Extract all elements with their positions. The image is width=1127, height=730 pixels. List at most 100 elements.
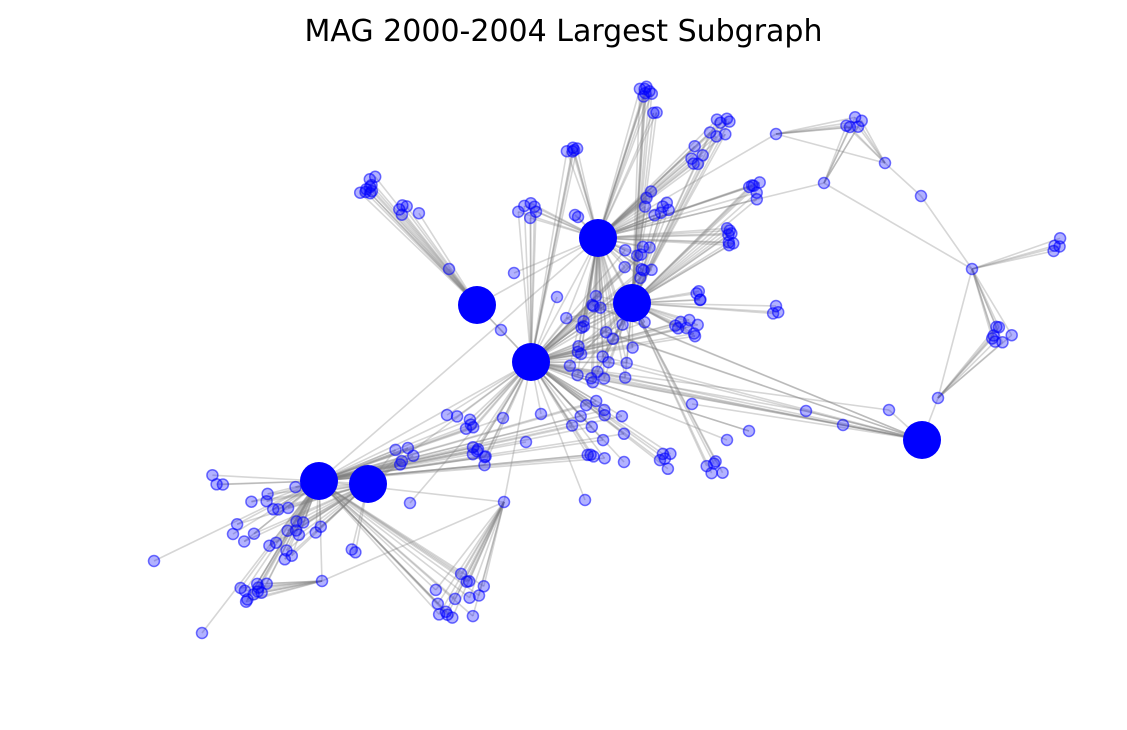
graph-edge bbox=[530, 361, 750, 432]
graph-node bbox=[720, 433, 734, 447]
graph-node bbox=[750, 193, 764, 206]
graph-node bbox=[848, 111, 862, 124]
graph-node bbox=[618, 371, 632, 384]
graph-node bbox=[563, 359, 577, 373]
graph-edge bbox=[603, 377, 923, 441]
graph-edge bbox=[398, 208, 478, 306]
graph-node bbox=[771, 305, 785, 319]
graph-edge bbox=[253, 580, 323, 596]
graph-edge bbox=[318, 480, 485, 587]
graph-edge bbox=[600, 306, 923, 441]
graph-edge bbox=[823, 126, 859, 184]
graph-edge bbox=[318, 446, 474, 482]
graph-edge bbox=[631, 232, 732, 304]
graph-node bbox=[448, 592, 462, 606]
graph-edge bbox=[530, 255, 638, 363]
graph-edge bbox=[597, 237, 729, 244]
graph-node bbox=[617, 427, 631, 441]
graph-edge bbox=[256, 480, 320, 585]
graph-edge bbox=[597, 234, 729, 239]
graph-node bbox=[477, 580, 491, 593]
graph-node bbox=[360, 182, 373, 196]
graph-edge bbox=[478, 501, 505, 596]
graph-edge bbox=[971, 237, 1061, 270]
graph-edge bbox=[937, 337, 993, 399]
graph-edge bbox=[971, 268, 995, 336]
graph-edge bbox=[775, 126, 850, 135]
graph-edge bbox=[631, 227, 728, 304]
graph-node bbox=[723, 115, 736, 128]
graph-node bbox=[606, 332, 620, 346]
graph-edge bbox=[529, 217, 532, 363]
graph-edge bbox=[631, 198, 758, 304]
graph-edge bbox=[597, 157, 693, 239]
graph-node bbox=[799, 404, 813, 418]
graph-node bbox=[577, 314, 590, 328]
graph-edge bbox=[631, 302, 708, 467]
graph-edge bbox=[805, 410, 923, 441]
graph-edge bbox=[369, 192, 478, 306]
graph-edge bbox=[569, 237, 599, 366]
graph-edge bbox=[602, 355, 923, 441]
graph-edge bbox=[597, 237, 626, 378]
graph-edge bbox=[266, 580, 323, 585]
graph-edge bbox=[530, 327, 679, 363]
graph-node bbox=[349, 546, 362, 559]
graph-node bbox=[836, 418, 850, 432]
graph-edge bbox=[597, 237, 634, 348]
graph-edge bbox=[530, 361, 586, 501]
graph-edge bbox=[597, 232, 732, 239]
graph-edge bbox=[318, 480, 462, 575]
graph-edge bbox=[597, 237, 730, 246]
graph-edge bbox=[530, 361, 750, 432]
graph-edge bbox=[937, 341, 1004, 399]
graph-edge bbox=[597, 229, 730, 239]
graph-edge bbox=[369, 186, 478, 306]
graph-edge bbox=[577, 374, 923, 441]
graph-node bbox=[914, 189, 928, 203]
graph-edge bbox=[530, 206, 536, 363]
graph-edge bbox=[971, 245, 1060, 270]
graph-edge bbox=[597, 93, 653, 239]
graph-edge bbox=[631, 302, 715, 464]
hub-node bbox=[300, 462, 338, 500]
graph-edge bbox=[244, 480, 320, 592]
graph-edge bbox=[530, 324, 676, 363]
graph-edge bbox=[530, 147, 574, 363]
graph-edge bbox=[823, 126, 851, 184]
graph-edge bbox=[631, 186, 750, 304]
graph-node bbox=[464, 418, 478, 431]
graph-node bbox=[518, 199, 531, 213]
graph-edge bbox=[597, 237, 605, 379]
graph-edge bbox=[318, 480, 468, 583]
graph-edge bbox=[971, 268, 1004, 343]
hub-node bbox=[458, 286, 496, 324]
graph-edge bbox=[437, 501, 505, 605]
graph-node bbox=[648, 208, 661, 222]
graph-node bbox=[618, 243, 632, 257]
graph-edge bbox=[530, 327, 687, 363]
graph-node bbox=[581, 448, 594, 462]
graph-edge bbox=[608, 361, 923, 441]
graph-edge bbox=[530, 149, 575, 363]
graph-edge bbox=[530, 335, 696, 363]
graph-edge bbox=[884, 162, 922, 197]
graph-edge bbox=[318, 480, 471, 599]
graph-node bbox=[574, 409, 587, 423]
graph-edge bbox=[530, 266, 626, 363]
graph-edge bbox=[597, 191, 757, 239]
graph-edge bbox=[631, 118, 728, 304]
graph-edge bbox=[631, 184, 753, 304]
graph-edge bbox=[631, 302, 713, 474]
graph-node bbox=[439, 605, 453, 619]
graph-edge bbox=[597, 163, 699, 239]
graph-node bbox=[432, 608, 446, 621]
graph-edge bbox=[580, 237, 599, 355]
graph-edge bbox=[239, 480, 320, 589]
graph-edge bbox=[369, 178, 478, 306]
graph-edge bbox=[530, 211, 537, 363]
graph-node bbox=[245, 495, 258, 508]
graph-edge bbox=[597, 237, 628, 364]
graph-edge bbox=[971, 244, 1055, 270]
graph-node bbox=[450, 410, 464, 423]
